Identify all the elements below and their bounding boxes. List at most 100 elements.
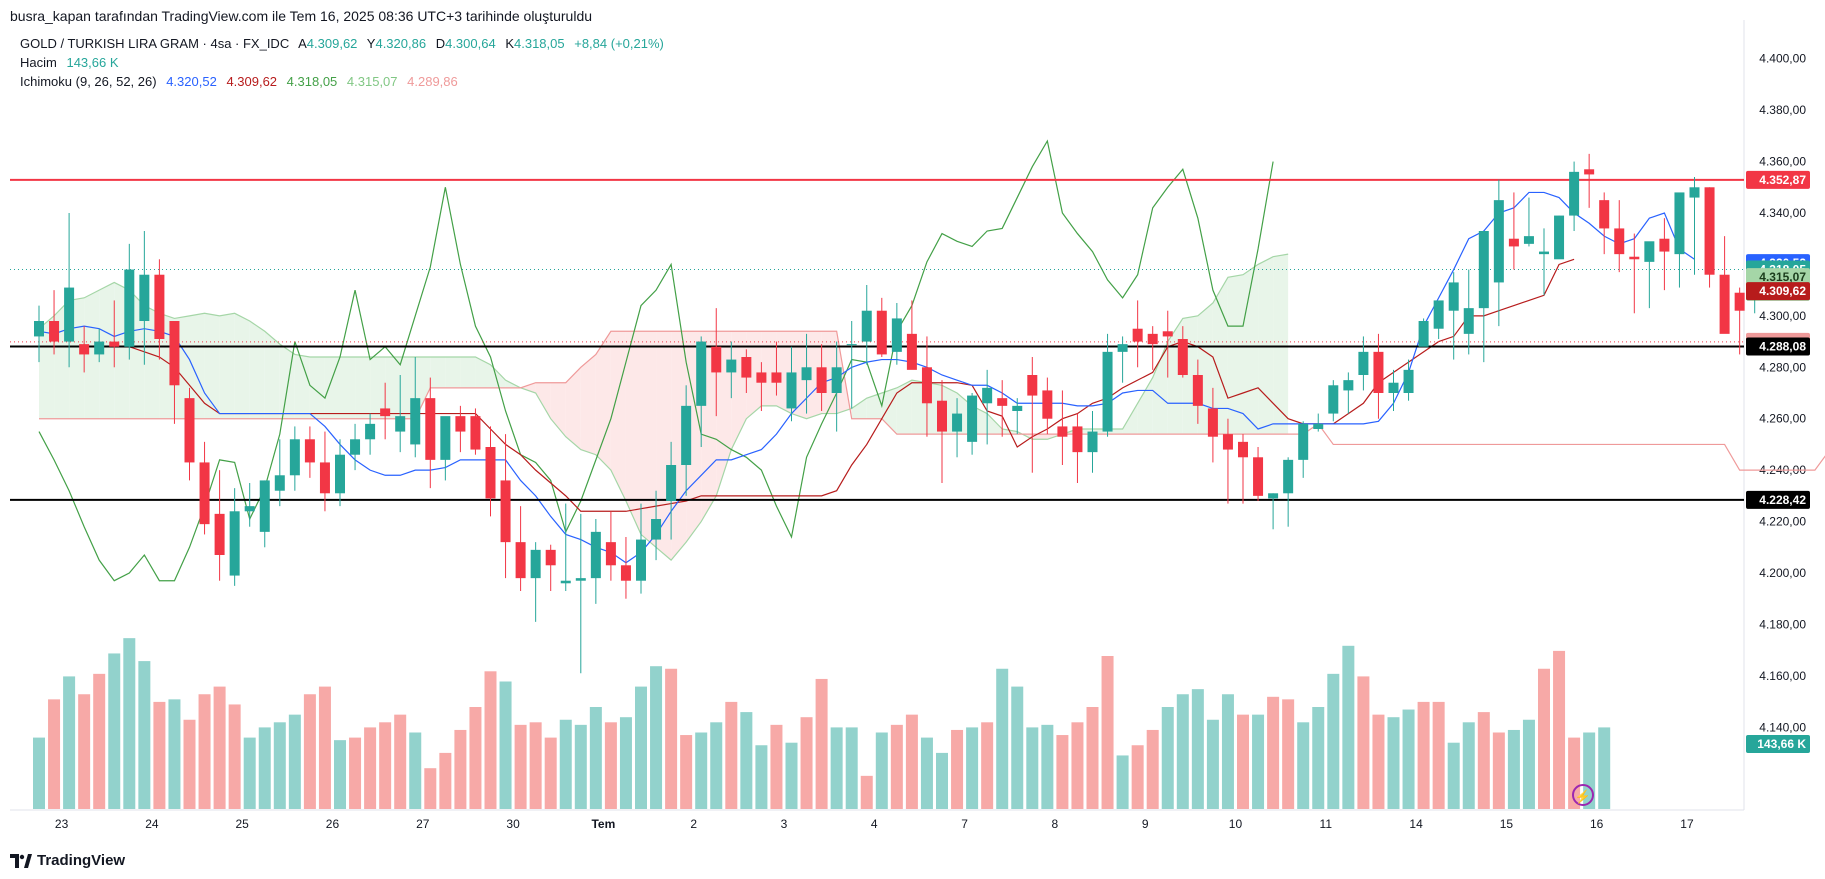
ichimoku-cloud-segment [249,321,265,419]
volume-bar [1011,686,1024,809]
ichimoku-span-b-line [39,330,1825,471]
x-tick-label: 17 [1680,817,1694,831]
ichimoku-cloud-segment [460,357,476,388]
volume-bar [1026,727,1039,809]
y-tick-label: 4.160,00 [1759,669,1806,683]
volume-bar [890,724,903,809]
volume-bar [740,712,753,809]
candle-body [590,531,601,579]
candle-body [395,416,406,432]
candle-body [440,416,451,460]
candle-body [605,542,616,566]
candle-body [846,344,857,346]
volume-bar [1252,714,1265,809]
candle-body [1162,331,1173,337]
ichimoku-cloud-segment [866,393,882,419]
ohlc-open: A4.309,62 [298,36,357,51]
volume-bar [1237,714,1249,809]
low-value: 4.300,64 [445,36,496,51]
volume-bar [409,732,422,809]
ichimoku-chikou-value: 4.318,05 [286,74,338,89]
volume-bar [349,737,362,809]
volume-legend[interactable]: Hacim 143,66 K [20,55,125,70]
ichimoku-cloud-segment [189,313,205,419]
ichimoku-cloud-segment [445,357,461,388]
volume-bar [920,737,933,809]
candle-body [1027,375,1038,396]
candle-body [801,367,812,381]
price-tag [1746,490,1810,509]
volume-bar [619,717,632,809]
volume-bar [1101,656,1114,809]
volume-bar [544,737,557,809]
volume-bar [1161,707,1174,809]
candle-body [139,274,150,321]
candle-body [771,372,782,383]
volume-bar [439,752,452,809]
volume-bar [1146,729,1159,809]
ichimoku-cloud-segment [520,382,536,393]
symbol-legend[interactable]: GOLD / TURKISH LIRA GRAM · 4sa · FX_IDC … [20,36,670,51]
volume-bar [665,668,678,809]
y-tick-label: 4.260,00 [1759,412,1806,426]
candle-body [1087,431,1098,453]
candle-body [1238,441,1248,458]
candle-body [274,475,285,491]
candle-body [636,539,646,581]
volume-bar [710,722,723,809]
candle-body [1719,274,1730,334]
close-label: K [505,36,514,51]
volume-bar [1071,722,1084,809]
volume-bar [1598,727,1611,809]
candle-body [259,480,270,532]
candle-body [49,321,60,342]
volume-bar [379,722,392,809]
volume-label: Hacim [20,55,57,70]
candle-body [952,413,963,432]
ichimoku-cloud-segment [595,331,611,471]
candle-body [1283,459,1294,494]
candle-body [1042,390,1053,419]
y-tick-label: 4.360,00 [1759,155,1806,169]
ichimoku-cloud-segment [851,398,867,419]
ichimoku-cloud-segment [355,357,371,419]
candle-body [921,367,932,404]
ichimoku-cloud-segment [987,413,1003,435]
ichimoku-cloud-segment [610,331,626,501]
candle-body [1599,200,1610,229]
volume-bar [1267,696,1280,809]
x-tick-label: 8 [1052,817,1059,831]
ichimoku-legend[interactable]: Ichimoku (9, 26, 52, 26) 4.320,52 4.309,… [20,74,464,89]
x-tick-label: 16 [1590,817,1604,831]
volume-bar [288,714,301,809]
volume-bar [1492,732,1505,809]
volume-bar [213,686,226,809]
volume-bar [604,722,617,809]
candle-body [515,542,526,579]
high-label: Y [366,36,376,51]
candle-body [425,398,436,460]
x-tick-label: 2 [690,817,697,831]
candle-body [1313,423,1324,429]
volume-bar [635,686,647,809]
x-tick-label: 24 [145,817,159,831]
candle-body [1539,251,1549,255]
volume-bar [1056,735,1069,809]
candle-body [1493,200,1504,283]
x-tick-label: 4 [871,817,878,831]
candle-body [967,395,978,442]
volume-bar [1372,714,1385,809]
volume-bar [1447,742,1460,809]
lightning-icon[interactable]: ⚡ [1572,784,1594,806]
candle-body [1072,426,1083,453]
ichimoku-cloud-segment [430,357,446,388]
candle-body [1644,241,1655,262]
candle-body [1192,375,1203,406]
ichimoku-cloud-segment [1258,256,1274,435]
volume-bar [334,740,346,809]
ohlc-close: K4.318,05 [505,36,564,51]
y-tick-label: 4.140,00 [1759,720,1806,734]
volume-bar [574,724,587,809]
open-value: 4.309,62 [306,36,358,51]
